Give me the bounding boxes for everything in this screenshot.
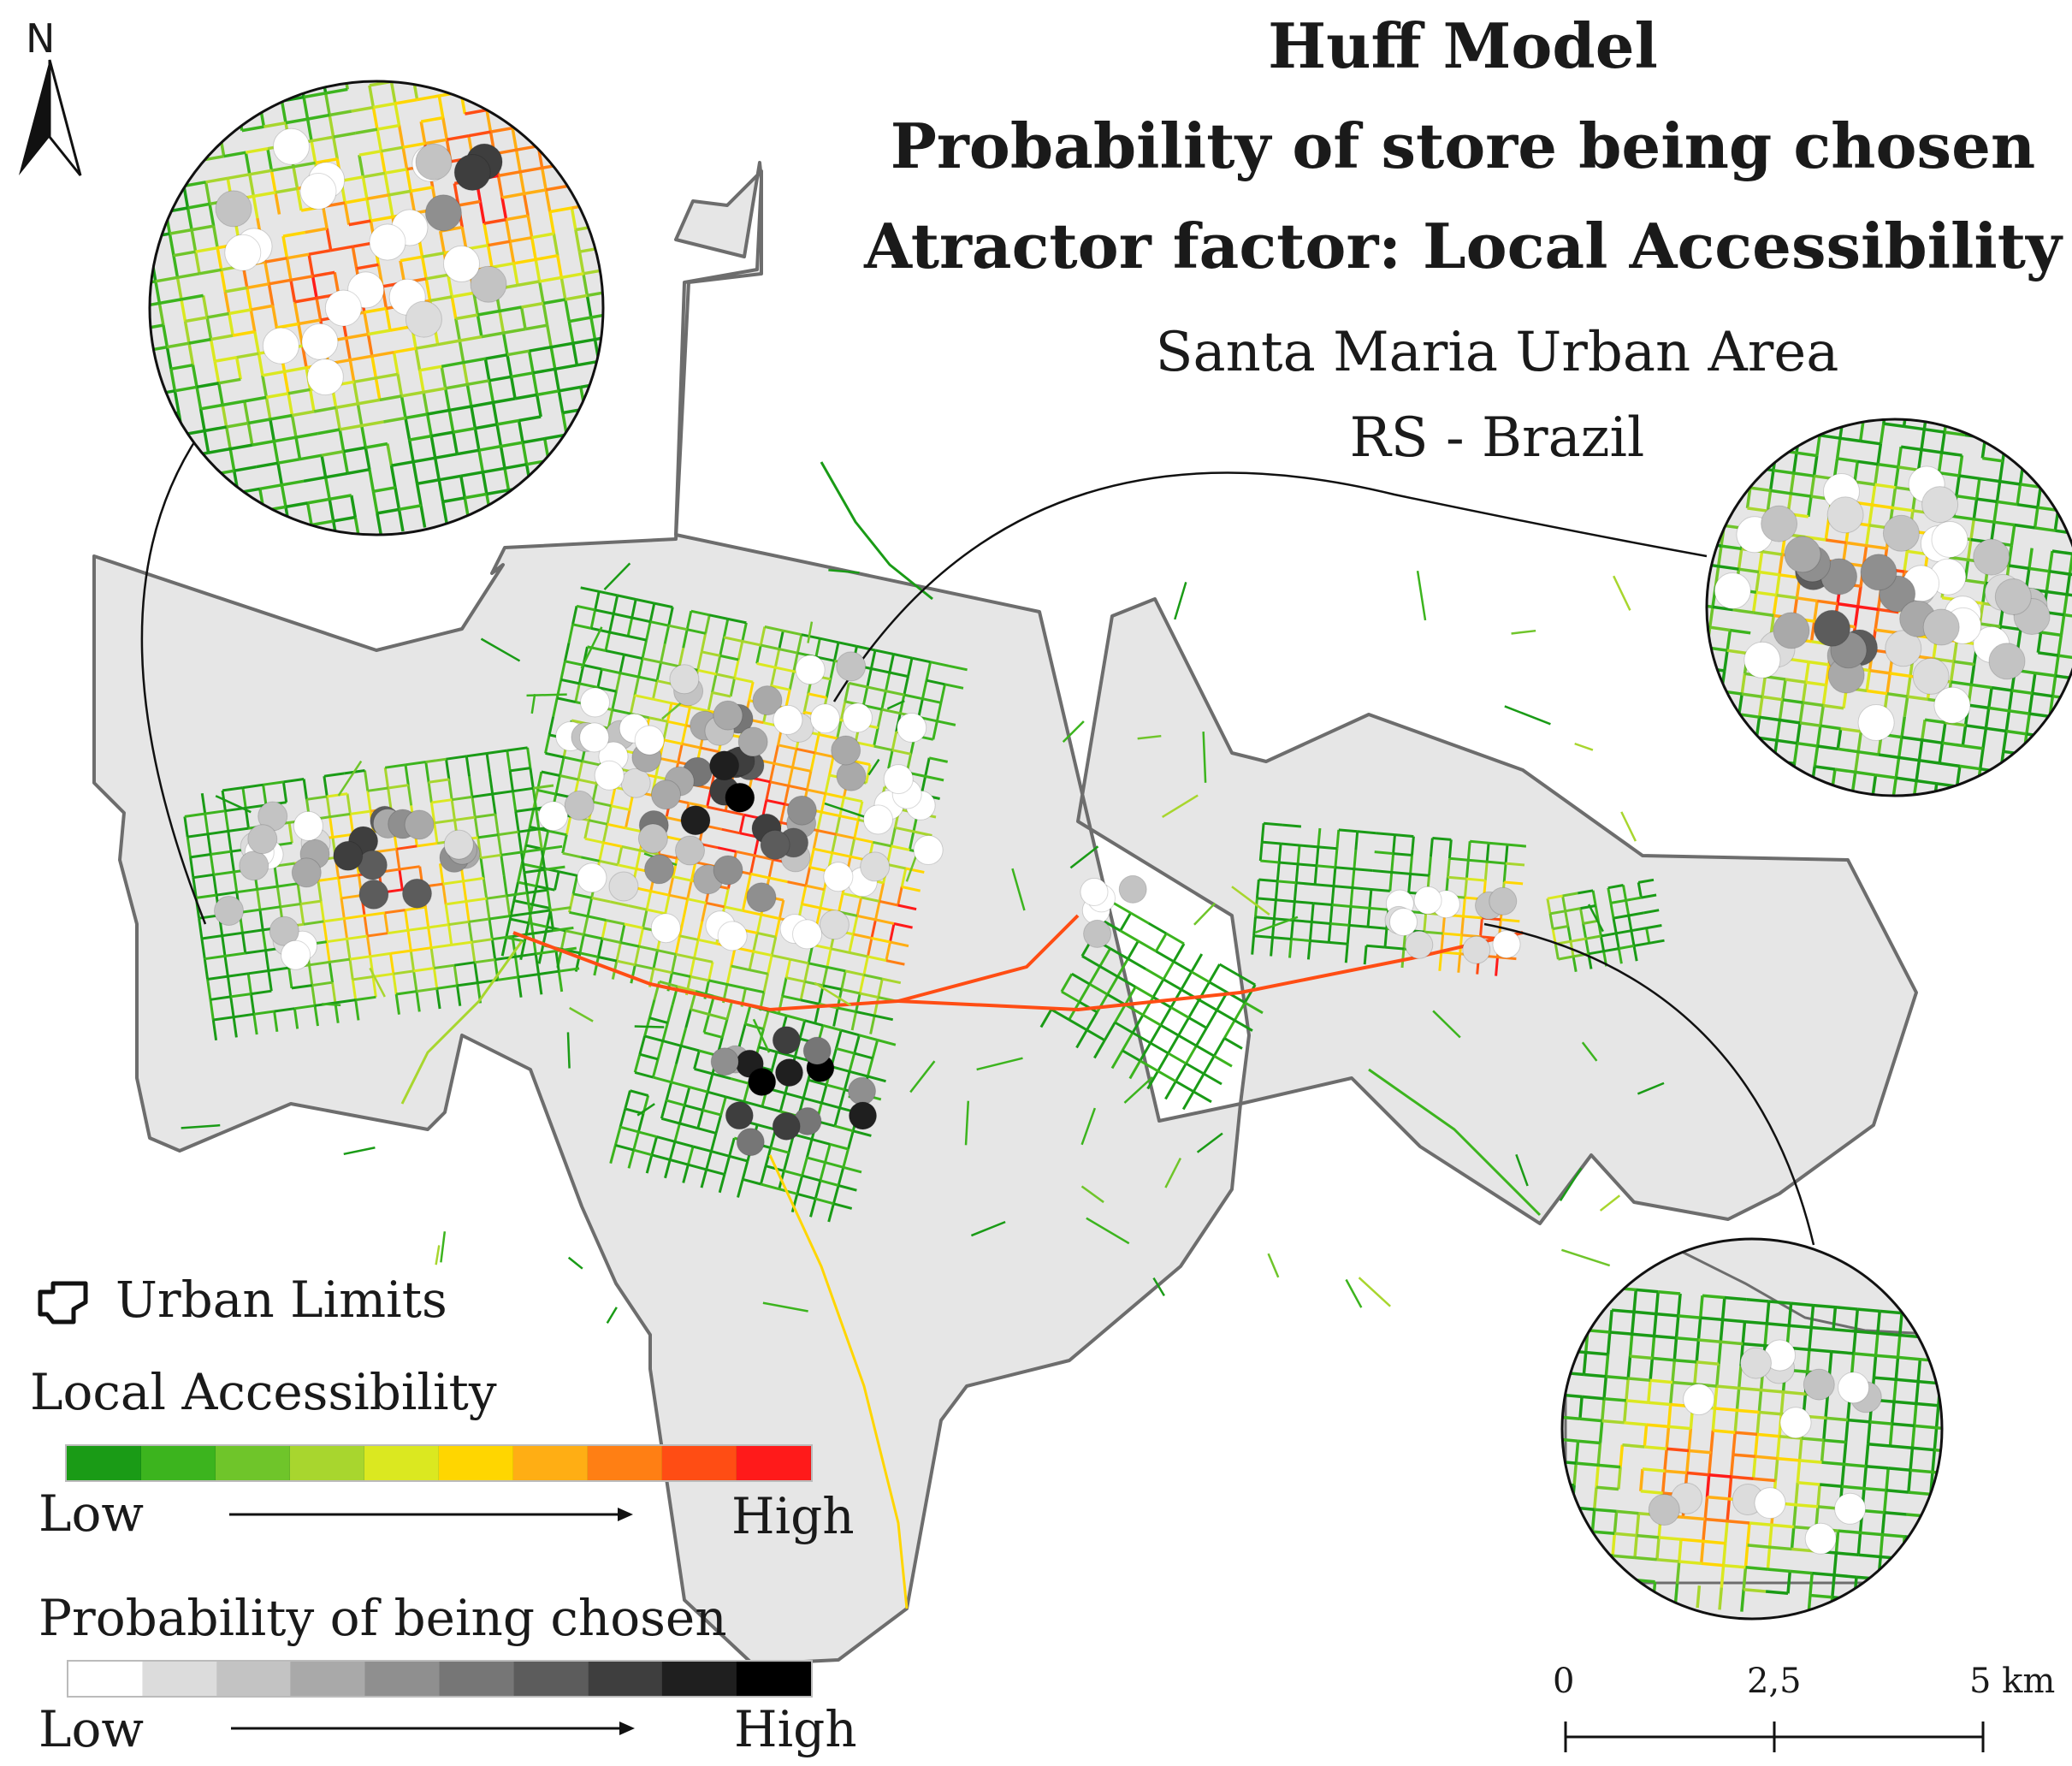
inset-map-east	[1560, 1237, 1944, 1621]
map-subtitle-line-2: RS - Brazil	[1349, 406, 1645, 470]
ramp-swatch	[588, 1446, 662, 1480]
ramp-swatch	[513, 1662, 589, 1696]
store-points	[214, 651, 1521, 1157]
connector-ne	[832, 471, 1708, 702]
ramp-swatch	[364, 1446, 439, 1480]
legend-accessibility-ramp	[65, 1444, 813, 1482]
map-title-line-3: Atractor factor: Local Accessibility	[864, 210, 2062, 282]
urban-limits-outline-icon	[38, 1281, 88, 1324]
ramp-swatch	[439, 1446, 513, 1480]
legend-accessibility-title: Local Accessibility	[30, 1363, 497, 1421]
north-label: N	[26, 15, 56, 62]
legend-probability-ramp	[67, 1660, 813, 1698]
map-title: Huff Model	[1268, 9, 1658, 82]
map-subtitle: Santa Maria Urban Area	[1155, 321, 1839, 384]
north-arrow-icon	[19, 59, 82, 176]
connector-se	[1483, 922, 1815, 1246]
ramp-swatch	[737, 1446, 811, 1480]
legend-arrow-accessibility	[229, 1508, 633, 1521]
scale-label-0: 0	[1553, 1662, 1575, 1701]
urban-area-polygon	[92, 161, 1918, 1666]
scale-label-end: 5 km	[1969, 1662, 2056, 1701]
ramp-swatch	[142, 1662, 217, 1696]
legend-probability-title: Probability of being chosen	[38, 1589, 727, 1647]
ramp-swatch	[439, 1662, 514, 1696]
ramp-swatch	[141, 1446, 216, 1480]
ramp-swatch	[290, 1446, 364, 1480]
legend-probability-low: Low	[38, 1700, 145, 1758]
ramp-swatch	[588, 1662, 663, 1696]
scale-label-mid: 2,5	[1747, 1662, 1802, 1701]
ramp-swatch	[216, 1662, 292, 1696]
ramp-swatch	[737, 1662, 811, 1696]
ramp-swatch	[662, 1446, 737, 1480]
ramp-swatch	[216, 1446, 290, 1480]
inset-map-west	[148, 80, 605, 536]
ramp-swatch	[662, 1662, 737, 1696]
legend-urban-limits-label: Urban Limits	[115, 1271, 447, 1329]
ramp-swatch	[365, 1662, 440, 1696]
ramp-swatch	[67, 1446, 141, 1480]
ramp-swatch	[513, 1446, 588, 1480]
ramp-swatch	[68, 1662, 143, 1696]
legend-accessibility-low: Low	[38, 1485, 145, 1543]
map-title-line-2: Probability of store being chosen	[890, 110, 2036, 182]
legend-arrow-probability	[231, 1722, 635, 1735]
ramp-swatch	[291, 1662, 366, 1696]
legend-accessibility-high: High	[731, 1487, 855, 1545]
scale-bar	[1564, 1722, 1985, 1752]
legend-probability-high: High	[734, 1700, 857, 1758]
